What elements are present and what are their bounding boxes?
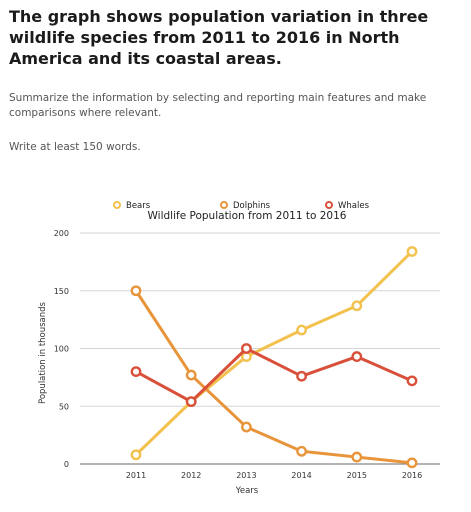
x-tick-label: 2015 xyxy=(347,471,367,480)
dolphins-point xyxy=(296,445,307,457)
y-axis-label: Population in thousands xyxy=(38,301,48,404)
x-tick-label: 2016 xyxy=(402,471,422,480)
dolphins-point xyxy=(240,421,252,433)
task-instruction: Summarize the information by selecting a… xyxy=(9,92,427,119)
dolphins-point xyxy=(130,285,142,297)
y-tick-label: 50 xyxy=(59,402,69,411)
chart-title: Wildlife Population from 2011 to 2016 xyxy=(148,210,347,222)
x-tick-label: 2014 xyxy=(291,471,311,480)
whales-point xyxy=(406,375,418,387)
whales-point xyxy=(296,370,307,382)
whales-line xyxy=(134,347,414,404)
bears-line xyxy=(134,249,414,457)
dolphins-point xyxy=(406,457,418,469)
dolphins-point xyxy=(185,369,197,381)
bears-point xyxy=(130,449,142,461)
series-whales xyxy=(130,343,418,408)
y-tick-label: 200 xyxy=(54,229,69,238)
word-count-note: Write at least 150 words. xyxy=(9,141,141,153)
whales-point xyxy=(351,351,363,362)
y-axis-ticks: 0 50 100 150 200 xyxy=(54,229,69,469)
x-axis-ticks: 2011 2012 2013 2014 2015 2016 xyxy=(126,471,422,480)
series-dolphins xyxy=(130,285,418,469)
x-tick-label: 2013 xyxy=(236,471,256,480)
legend-label-whales: Whales xyxy=(338,201,370,211)
chart-series xyxy=(130,246,418,469)
y-tick-label: 0 xyxy=(64,460,69,469)
legend-marker-bears xyxy=(113,201,121,209)
y-tick-label: 100 xyxy=(54,345,69,354)
bears-point xyxy=(296,324,307,336)
x-tick-label: 2012 xyxy=(181,471,201,480)
dolphins-line xyxy=(134,289,414,465)
task-heading: The graph shows population variation in … xyxy=(9,7,429,68)
whales-point xyxy=(240,343,252,354)
legend-label-bears: Bears xyxy=(126,201,151,211)
x-tick-label: 2011 xyxy=(126,471,146,480)
wildlife-population-chart: Bears Dolphins Whales Wildlife Population … xyxy=(38,201,440,496)
chart-legend: Bears Dolphins Whales xyxy=(113,201,370,211)
whales-point xyxy=(130,366,142,378)
bears-point xyxy=(351,300,363,312)
y-tick-label: 150 xyxy=(54,287,69,296)
bears-point xyxy=(406,246,418,257)
x-axis-label: Years xyxy=(235,486,259,496)
legend-marker-whales xyxy=(325,201,333,209)
legend-marker-dolphins xyxy=(220,201,228,209)
legend-label-dolphins: Dolphins xyxy=(233,201,271,211)
series-bears xyxy=(130,246,418,461)
whales-point xyxy=(185,396,197,408)
dolphins-point xyxy=(351,451,363,463)
